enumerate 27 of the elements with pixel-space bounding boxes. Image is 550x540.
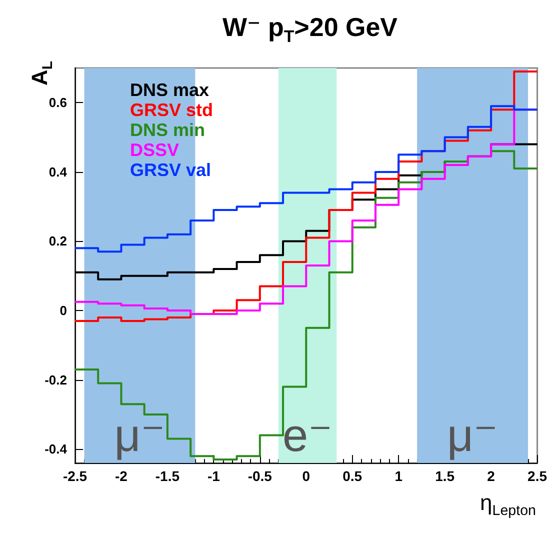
x-tick-label: 0.5 (342, 468, 362, 484)
x-tick-label: 1.5 (435, 468, 455, 484)
x-tick-label: 0 (302, 468, 310, 484)
y-tick-label: 0.6 (48, 95, 67, 110)
x-tick-label: -1.5 (155, 468, 180, 484)
y-tick-label: 0 (60, 303, 67, 318)
x-tick-label: -1 (207, 468, 220, 484)
x-tick-label: -0.5 (248, 468, 272, 484)
x-tick-label: 1 (394, 468, 403, 484)
x-axis-title: η$_{Lepton}$ (480, 490, 536, 519)
text: DNS min (130, 120, 206, 140)
x-tick-label: 2 (487, 468, 496, 484)
series-label: GRSV val (130, 160, 212, 180)
annotation: e⁻ (282, 409, 332, 462)
text: GRSV std (130, 100, 214, 120)
x-tick-label: 2.5 (528, 468, 548, 484)
y-tick-label: 0.4 (48, 164, 68, 180)
text: DSSV (130, 140, 180, 160)
y-tick-label: -0.2 (44, 372, 67, 388)
y-tick-label: -0.4 (44, 442, 68, 457)
chart-title: W⁻ p$_{T}$>20 GeV (221, 12, 399, 46)
y-tick-label: 0.2 (48, 234, 67, 249)
annotation: μ⁻ (114, 409, 165, 462)
x-tick-label: -2 (115, 468, 128, 484)
x-tick-label: -2.5 (62, 468, 88, 484)
annotation: μ⁻ (447, 409, 498, 462)
text: DNS max (130, 80, 210, 100)
